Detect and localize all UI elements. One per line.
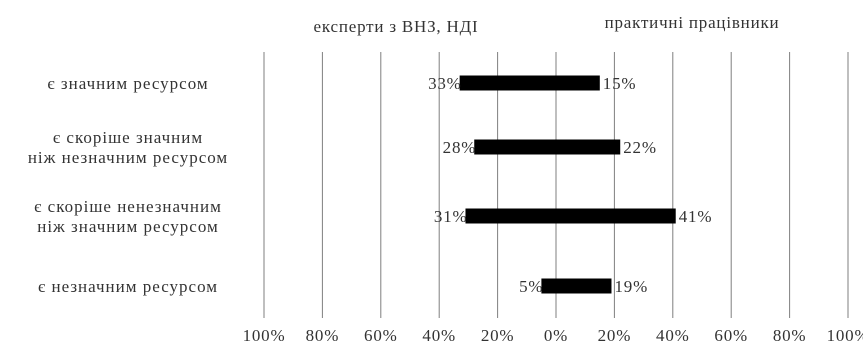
bars: [459, 75, 676, 294]
data-label-right: 19%: [614, 277, 648, 296]
category-label: є скоріше ненезначним: [34, 197, 222, 216]
x-tick-label: 20%: [598, 326, 632, 345]
data-label-left: 28%: [443, 138, 477, 157]
category-label: є значним ресурсом: [47, 74, 208, 93]
category-label: є скоріше значним: [53, 128, 203, 147]
x-tick-label: 40%: [422, 326, 456, 345]
x-tick-label: 100%: [243, 326, 286, 345]
data-label-left: 31%: [434, 207, 468, 226]
legend-label-right: практичні працівники: [605, 13, 780, 32]
x-tick-label: 80%: [306, 326, 340, 345]
x-tick-label: 80%: [773, 326, 807, 345]
x-tick-label: 20%: [481, 326, 515, 345]
category-label: ніж значним ресурсом: [37, 217, 219, 236]
gridlines: [263, 52, 849, 318]
category-label: ніж незначним ресурсом: [28, 148, 228, 167]
data-labels: 33% 15% 28% 22% 31% 41% 5% 19%: [428, 74, 713, 296]
bar: [474, 139, 621, 155]
x-tick-label: 60%: [364, 326, 398, 345]
data-label-left: 33%: [428, 74, 462, 93]
legend: експерти з ВНЗ, НДІ практичні працівники: [314, 13, 780, 36]
data-label-right: 41%: [679, 207, 713, 226]
data-label-right: 15%: [603, 74, 637, 93]
bar: [465, 208, 676, 224]
x-tick-label: 100%: [827, 326, 863, 345]
data-label-right: 22%: [623, 138, 657, 157]
x-tick-label: 60%: [714, 326, 748, 345]
x-tick-label: 0%: [544, 326, 568, 345]
legend-label-left: експерти з ВНЗ, НДІ: [314, 17, 479, 36]
bar: [541, 278, 612, 294]
x-tick-label: 40%: [656, 326, 690, 345]
category-label: є незначним ресурсом: [38, 277, 218, 296]
x-axis-tick-labels: 100% 80% 60% 40% 20% 0% 20% 40% 60% 80% 100%: [243, 326, 863, 345]
data-label-left: 5%: [519, 277, 543, 296]
bar: [459, 75, 600, 91]
